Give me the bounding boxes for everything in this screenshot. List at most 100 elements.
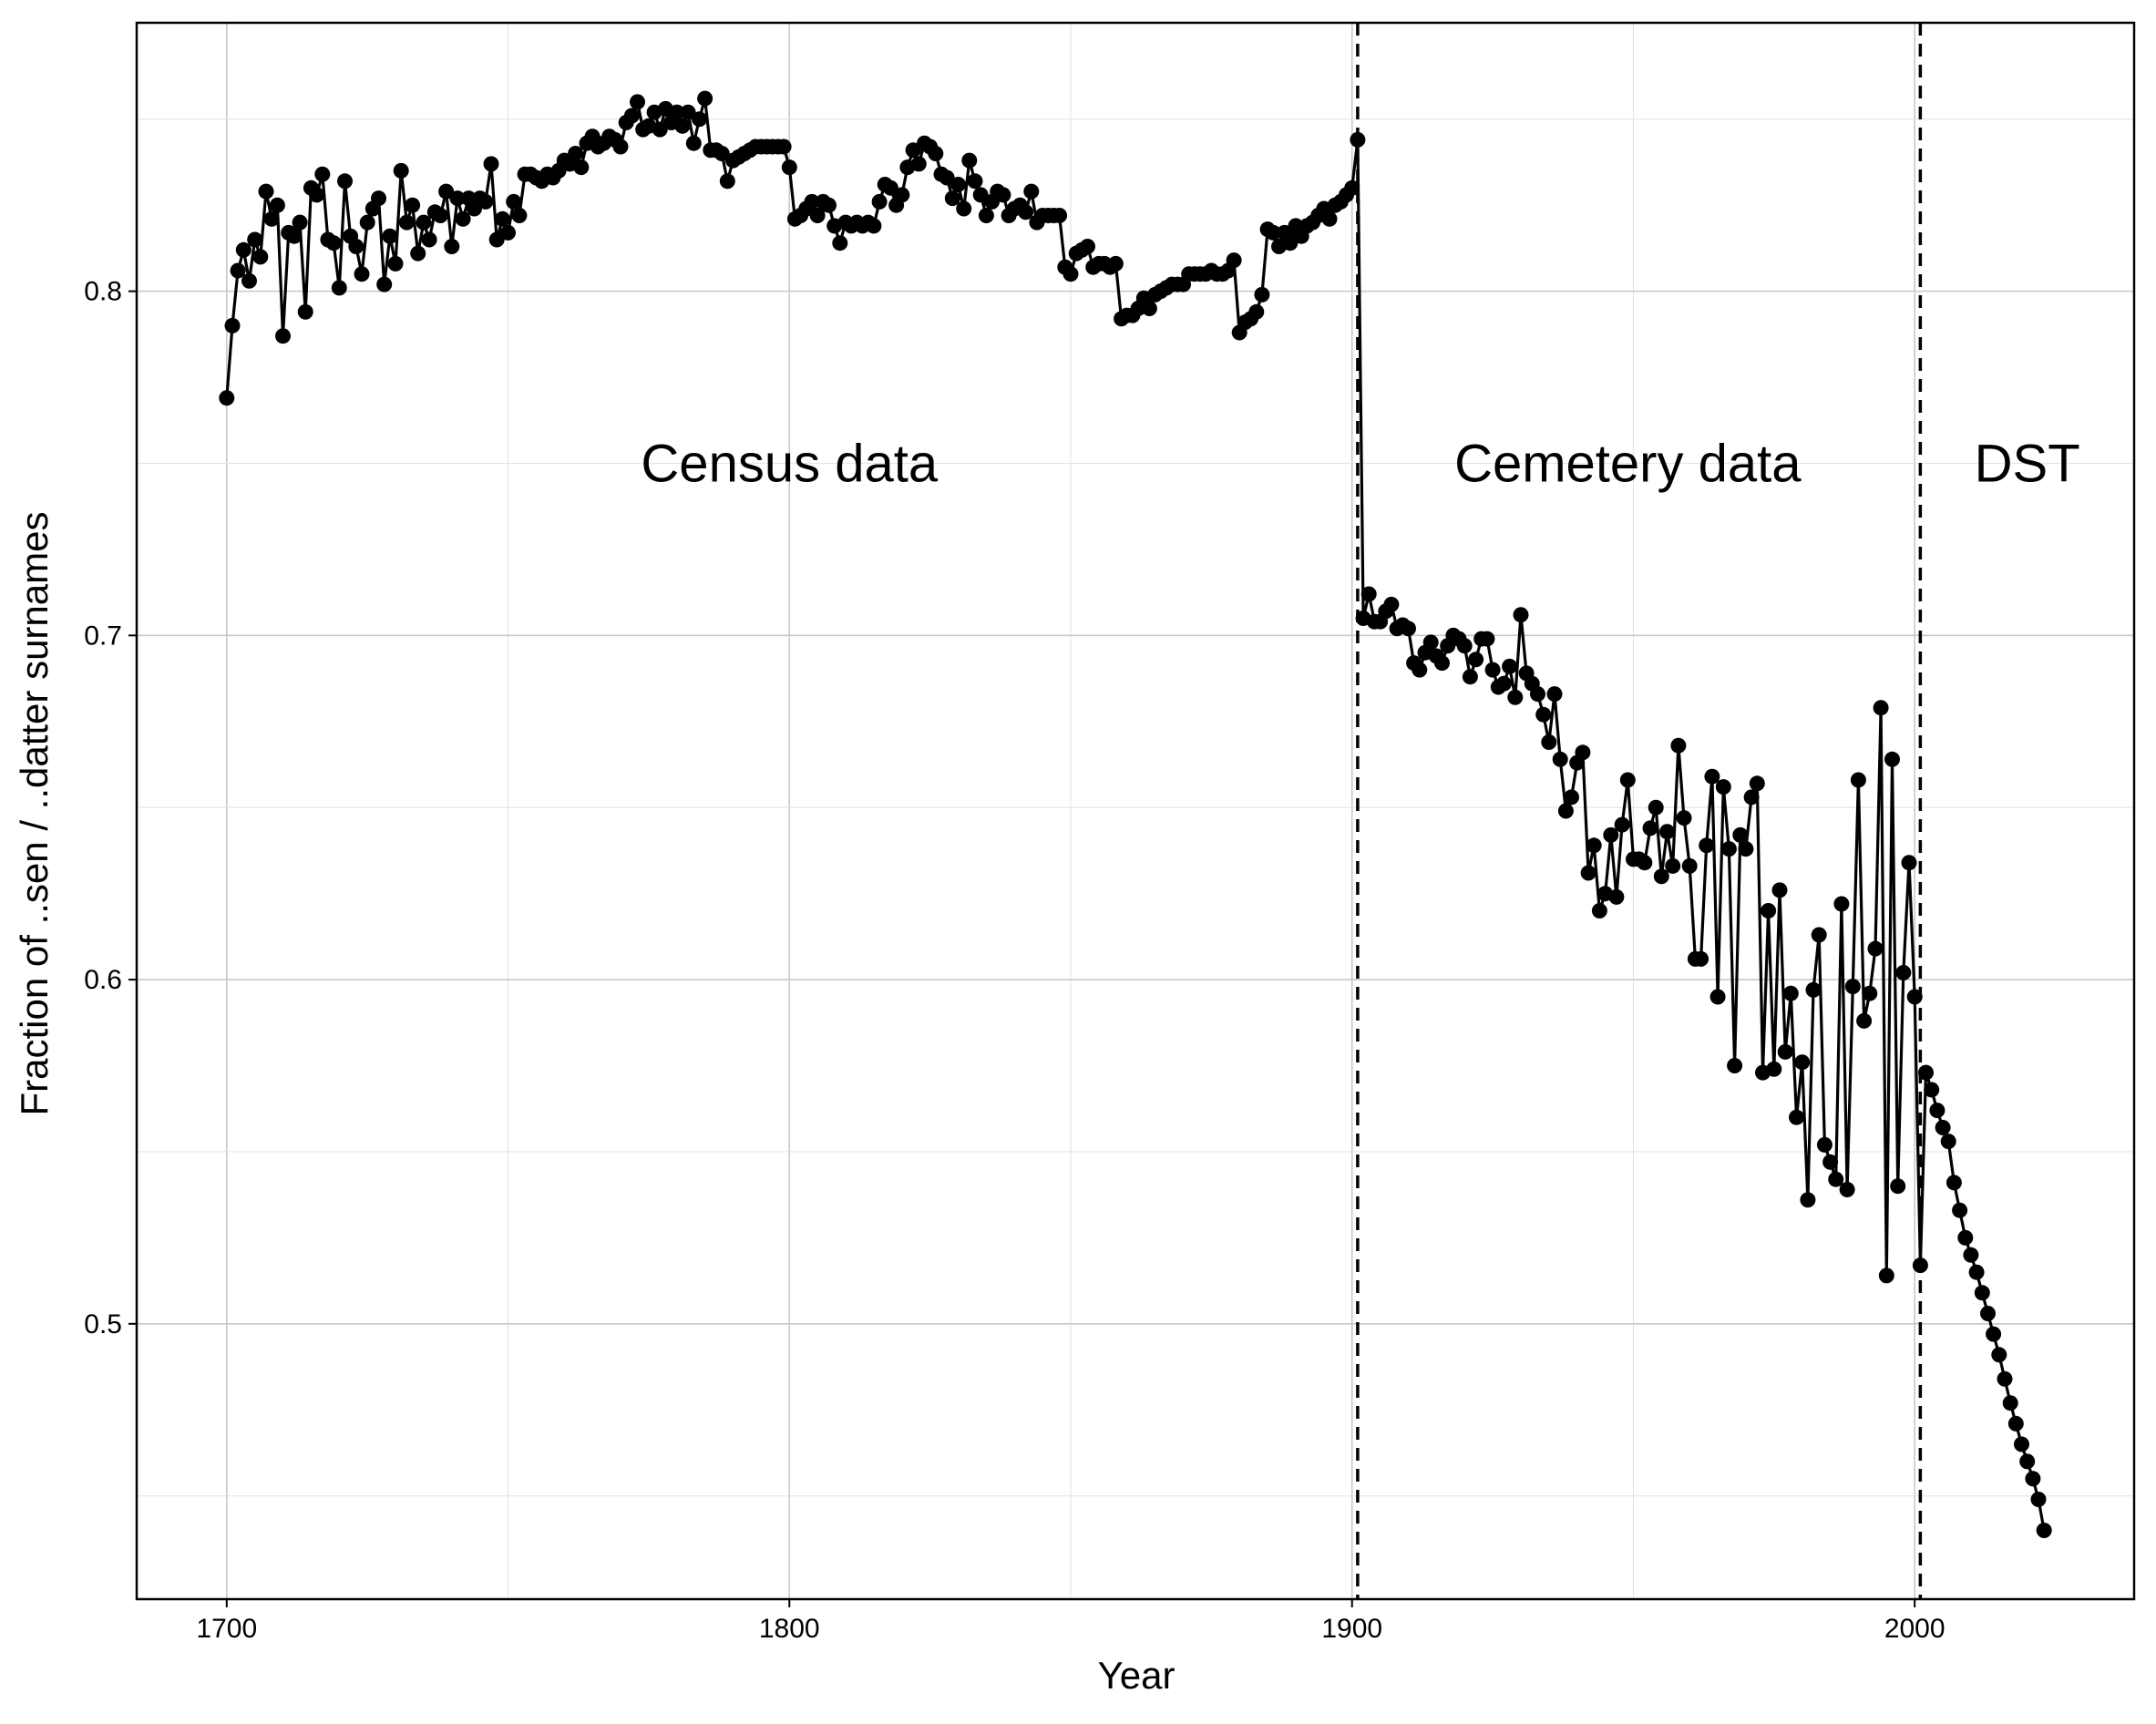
data-point [1552,751,1568,767]
data-point [1929,1103,1946,1119]
grid-lines [137,23,2134,1599]
y-tick-label: 0.8 [84,277,122,307]
data-point [1974,1285,1990,1301]
data-point [939,169,955,186]
data-point [871,193,888,210]
data-point [1659,824,1675,840]
data-point [944,190,960,207]
data-point [781,159,797,176]
data-point [1833,896,1850,912]
data-point [1141,301,1157,316]
data-point [1738,841,1754,857]
data-point [1360,586,1377,602]
data-point [269,197,285,213]
data-point [623,108,640,124]
data-point [821,197,837,213]
data-point [1856,1012,1873,1029]
data-point [1844,979,1861,995]
data-point [2019,1453,2036,1470]
data-point [1350,131,1366,148]
data-point [230,262,246,279]
data-point [1637,855,1653,871]
data-point [1839,1182,1855,1197]
data-point [1665,857,1681,874]
data-point [235,241,252,258]
data-point [972,187,989,203]
data-point [956,200,972,217]
data-point [1743,789,1760,806]
data-point [224,317,241,334]
data-point [331,280,347,296]
data-point [405,197,421,213]
data-point [1828,1171,1844,1187]
y-tick-label: 0.7 [84,621,122,651]
data-point [1383,596,1400,612]
data-point [421,231,437,248]
data-point [1265,224,1281,241]
data-point [337,173,353,190]
data-point [1642,820,1658,836]
data-point [286,228,303,244]
data-point [1766,1061,1782,1077]
data-point [1676,810,1692,826]
data-point [1401,621,1416,637]
data-point [1608,888,1625,905]
data-point [500,224,516,241]
data-point [444,239,460,254]
data-point [1761,903,1777,918]
data-point [1653,868,1669,885]
data-point [1321,210,1338,227]
data-point [697,90,714,107]
data-point [1924,1082,1940,1098]
data-point [680,104,696,120]
data-point [1080,239,1095,254]
data-point [416,214,432,231]
data-point [1811,927,1827,943]
data-point [1816,1136,1833,1153]
data-point [714,146,730,161]
data-point [674,118,691,134]
data-point [1991,1347,2007,1363]
x-axis-title: Year [1098,1654,1176,1697]
data-point [1580,865,1596,881]
data-point [376,276,393,292]
data-point [928,146,944,161]
data-point [1771,882,1788,898]
data-point [1850,772,1866,788]
data-point [263,210,280,227]
annotation-dst: DST [1975,434,2080,493]
data-point [1963,1247,1979,1263]
data-point [1986,1326,2002,1342]
data-point [1479,631,1495,647]
data-point [1248,303,1265,320]
data-point [1749,775,1765,792]
data-point [1867,940,1884,957]
data-point [1968,1264,1985,1280]
data-point [1254,286,1270,303]
data-point [905,142,921,159]
data-point [1484,662,1501,678]
data-point [449,190,466,207]
data-point [1901,855,1917,871]
data-series [219,90,2052,1538]
data-point [1715,779,1731,795]
data-point [995,187,1011,203]
data-point [1980,1306,1996,1321]
data-point [1541,734,1557,750]
data-point [1895,965,1912,980]
data-point [1456,638,1473,654]
data-point [2025,1471,2041,1487]
data-point [1018,204,1034,221]
data-point [1940,1134,1956,1150]
data-point [1906,989,1923,1005]
data-point [432,208,448,223]
data-point [258,183,274,200]
data-point [1884,751,1900,767]
x-tick-label: 1800 [759,1614,820,1644]
data-point [1648,799,1664,816]
data-point [967,173,983,190]
data-point [1693,950,1709,967]
period-dividers [1356,23,1923,1599]
